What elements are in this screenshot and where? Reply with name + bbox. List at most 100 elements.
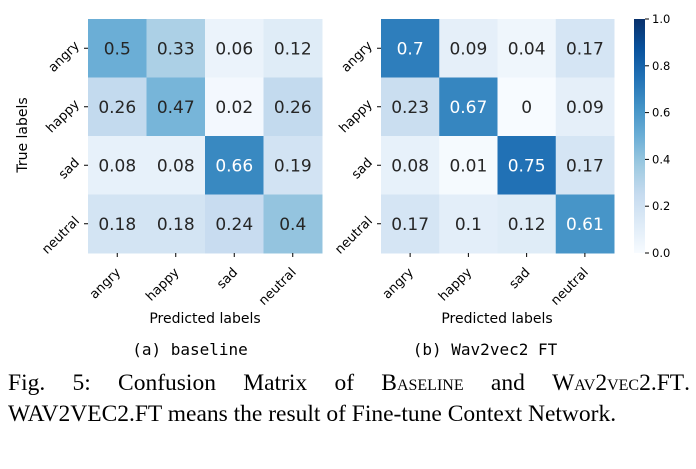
heatmap-baseline: 0.5 0.33 0.06 0.12 0.26 0.47 0.02 0.26 0.08 0.08 0…	[39, 19, 323, 309]
x-tick-label: neutral	[256, 265, 299, 308]
subcaption-a: (a) baseline	[132, 340, 248, 359]
heatmap-cell	[497, 19, 557, 78]
heatmap-cell	[263, 194, 323, 254]
heatmap-cell	[439, 194, 498, 254]
heatmap-cell	[555, 19, 615, 78]
y-tick-label: sad	[349, 155, 376, 182]
cell-value-label: 0	[521, 98, 532, 118]
cell-value-label: 0.08	[98, 156, 136, 176]
cell-value-label: 0.18	[157, 215, 195, 235]
cell-value-label: 0.12	[508, 215, 546, 235]
heatmap-cell	[555, 136, 615, 195]
caption-prefix: Fig. 5: Confusion Matrix of	[8, 370, 382, 396]
cell-value-label: 0.61	[566, 215, 604, 235]
x-tick-label: angry	[87, 265, 124, 302]
heatmap-cell	[381, 77, 440, 137]
y-tick-label: happy	[44, 97, 83, 136]
heatmap-cell	[88, 77, 147, 137]
heatmap-cell	[205, 19, 264, 78]
x-tick-label: happy	[143, 265, 182, 304]
heatmap-cell	[263, 77, 323, 137]
cell-value-label: 0.66	[215, 156, 253, 176]
colorbar-tick-label: 0.8	[652, 59, 670, 73]
cell-value-label: 0.7	[397, 39, 424, 59]
x-tick-label: sad	[214, 265, 241, 292]
x-tick-label: neutral	[548, 265, 591, 308]
cell-value-label: 0.17	[566, 156, 604, 176]
cell-value-label: 0.19	[274, 156, 312, 176]
cell-value-label: 0.17	[566, 39, 604, 59]
heatmap-cell	[205, 194, 264, 254]
cell-value-label: 0.67	[449, 98, 487, 118]
heatmap-cell	[381, 194, 440, 254]
colorbar-tick-label: 0.6	[652, 106, 670, 120]
caption-name-wav2vec2: Wav2vec2.FT	[552, 370, 685, 396]
caption-name-baseline: Baseline	[381, 370, 464, 396]
heatmap-cell	[497, 136, 557, 195]
heatmap-wav2vec2-ft: 0.7 0.09 0.04 0.17 0.23 0.67 0 0.09 0.08 0.01 0.75…	[332, 19, 615, 309]
x-axis-title-b: Predicted labels	[441, 311, 552, 327]
y-tick-label: sad	[56, 155, 83, 182]
heatmap-cell	[146, 77, 206, 137]
cell-value-label: 0.12	[274, 39, 312, 59]
figure-caption: Fig. 5: Confusion Matrix of Baseline and…	[8, 368, 690, 430]
cell-value-label: 0.23	[391, 98, 429, 118]
x-tick-label: angry	[380, 265, 417, 302]
cell-value-label: 0.75	[508, 156, 546, 176]
heatmap-cell	[381, 19, 440, 78]
heatmap-cell	[381, 136, 440, 195]
heatmap-cell	[146, 136, 206, 195]
heatmap-cell	[88, 19, 147, 78]
cell-value-label: 0.47	[157, 98, 195, 118]
caption-rest: . WAV2VEC2.FT means the result of Fine-t…	[8, 370, 690, 427]
cell-value-label: 0.06	[215, 39, 253, 59]
cell-value-label: 0.26	[274, 98, 312, 118]
heatmap-cell	[146, 19, 206, 78]
y-tick-label: happy	[337, 97, 376, 136]
cell-value-label: 0.09	[449, 39, 487, 59]
cell-value-label: 0.02	[215, 98, 253, 118]
heatmap-cell	[88, 194, 147, 254]
cell-value-label: 0.24	[215, 215, 253, 235]
heatmap-cell	[497, 77, 557, 137]
colorbar-tick-label: 1.0	[652, 12, 670, 26]
cell-value-label: 0.08	[157, 156, 195, 176]
colorbar-tick-label: 0.0	[652, 246, 670, 260]
x-tick-label: sad	[507, 265, 534, 292]
cell-value-label: 0.17	[391, 215, 429, 235]
cell-value-label: 0.33	[157, 39, 195, 59]
heatmap-cell	[439, 77, 498, 137]
heatmap-cell	[439, 136, 498, 195]
heatmap-cell	[88, 136, 147, 195]
colorbar-gradient	[634, 19, 645, 253]
y-tick-label: neutral	[332, 214, 375, 257]
x-axis-title-a: Predicted labels	[149, 311, 260, 327]
y-axis-title: True labels	[15, 97, 31, 173]
subcaption-b: (b) Wav2vec2 FT	[413, 340, 558, 359]
heatmap-cell	[555, 77, 615, 137]
y-tick-label: neutral	[39, 214, 82, 257]
cell-value-label: 0.04	[508, 39, 546, 59]
heatmap-cell	[555, 194, 615, 254]
heatmap-cell	[205, 77, 264, 137]
cell-value-label: 0.18	[98, 215, 136, 235]
colorbar: 0.0 0.2 0.4 0.6 0.8 1.0	[634, 12, 670, 260]
cell-value-label: 0.4	[279, 215, 306, 235]
cell-value-label: 0.26	[98, 98, 136, 118]
colorbar-tick-label: 0.4	[652, 152, 670, 166]
cell-value-label: 0.09	[566, 98, 604, 118]
y-tick-label: angry	[339, 38, 376, 75]
cell-value-label: 0.5	[104, 39, 131, 59]
heatmap-cell	[146, 194, 206, 254]
heatmap-cell	[263, 136, 323, 195]
cell-value-label: 0.1	[455, 215, 482, 235]
cell-value-label: 0.08	[391, 156, 429, 176]
heatmap-cell	[263, 19, 323, 78]
y-tick-label: angry	[46, 38, 83, 75]
heatmap-cell	[497, 194, 557, 254]
x-tick-label: happy	[436, 265, 475, 304]
colorbar-tick-label: 0.2	[652, 199, 670, 213]
heatmap-cell	[205, 136, 264, 195]
caption-mid: and	[463, 370, 553, 396]
